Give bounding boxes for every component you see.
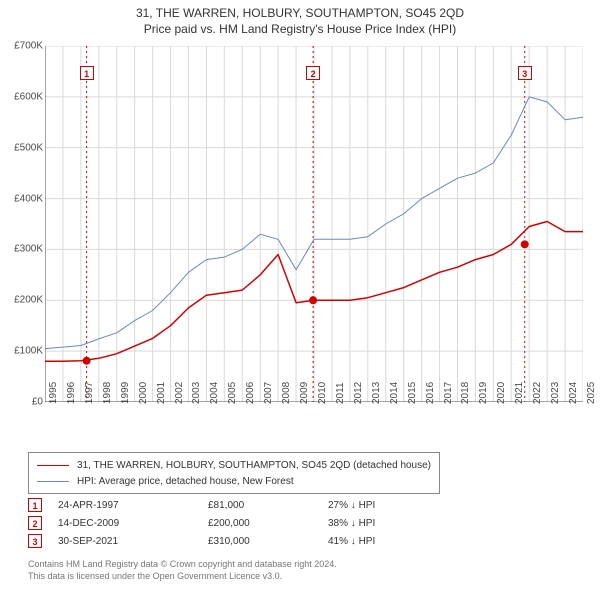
x-tick-label: 2002 (174, 382, 185, 404)
event-date: 14-DEC-2009 (58, 514, 208, 532)
chart: £0£100K£200K£300K£400K£500K£600K£700K199… (45, 46, 583, 402)
titles: 31, THE WARREN, HOLBURY, SOUTHAMPTON, SO… (0, 0, 600, 36)
y-tick-label: £500K (3, 142, 43, 153)
x-tick-label: 2009 (299, 382, 310, 404)
x-tick-label: 2012 (353, 382, 364, 404)
x-tick-label: 2016 (425, 382, 436, 404)
legend-label: HPI: Average price, detached house, New … (77, 476, 294, 487)
y-tick-label: £0 (3, 397, 43, 408)
event-delta: 38% ↓ HPI (328, 514, 448, 532)
x-tick-label: 1998 (102, 382, 113, 404)
y-tick-label: £200K (3, 295, 43, 306)
legend-item: HPI: Average price, detached house, New … (37, 473, 431, 489)
x-tick-label: 2010 (317, 382, 328, 404)
event-marker-label: 1 (80, 66, 94, 80)
event-delta: 27% ↓ HPI (328, 496, 448, 514)
x-tick-label: 2018 (460, 382, 471, 404)
x-tick-label: 2011 (335, 382, 346, 404)
event-badge: 3 (28, 534, 42, 548)
x-tick-label: 2024 (568, 382, 579, 404)
title-address: 31, THE WARREN, HOLBURY, SOUTHAMPTON, SO… (0, 6, 600, 20)
legend-swatch (37, 465, 69, 466)
x-tick-label: 2007 (263, 382, 274, 404)
y-tick-label: £300K (3, 244, 43, 255)
event-badge: 1 (28, 498, 42, 512)
x-tick-label: 2004 (209, 382, 220, 404)
x-tick-label: 2017 (443, 382, 454, 404)
page: 31, THE WARREN, HOLBURY, SOUTHAMPTON, SO… (0, 0, 600, 590)
event-price: £81,000 (208, 496, 328, 514)
x-tick-label: 2006 (245, 382, 256, 404)
x-tick-label: 2005 (227, 382, 238, 404)
x-tick-label: 2021 (514, 382, 525, 404)
legend-label: 31, THE WARREN, HOLBURY, SOUTHAMPTON, SO… (77, 460, 431, 471)
x-tick-label: 1995 (48, 382, 59, 404)
event-price: £310,000 (208, 532, 328, 550)
y-tick-label: £600K (3, 91, 43, 102)
x-tick-label: 2003 (191, 382, 202, 404)
x-tick-label: 2019 (478, 382, 489, 404)
x-tick-label: 1999 (120, 382, 131, 404)
event-row: 2 14-DEC-2009£200,00038% ↓ HPI (28, 514, 448, 532)
event-badge: 2 (28, 516, 42, 530)
legend: 31, THE WARREN, HOLBURY, SOUTHAMPTON, SO… (28, 452, 440, 494)
x-tick-label: 2000 (138, 382, 149, 404)
attribution: Contains HM Land Registry data © Crown c… (28, 558, 337, 582)
attribution-line-1: Contains HM Land Registry data © Crown c… (28, 558, 337, 570)
x-tick-label: 2020 (496, 382, 507, 404)
y-tick-label: £100K (3, 346, 43, 357)
x-tick-label: 2014 (389, 382, 400, 404)
chart-svg (45, 46, 583, 402)
legend-swatch (37, 481, 69, 482)
event-marker-label: 2 (306, 66, 320, 80)
x-tick-label: 2023 (550, 382, 561, 404)
event-price: £200,000 (208, 514, 328, 532)
title-caption: Price paid vs. HM Land Registry's House … (0, 22, 600, 36)
attribution-line-2: This data is licensed under the Open Gov… (28, 570, 337, 582)
event-marker-label: 3 (518, 66, 532, 80)
x-tick-label: 2008 (281, 382, 292, 404)
x-tick-label: 2013 (371, 382, 382, 404)
x-tick-label: 2001 (156, 382, 167, 404)
y-tick-label: £400K (3, 193, 43, 204)
event-row: 1 24-APR-1997£81,00027% ↓ HPI (28, 496, 448, 514)
events-table: 1 24-APR-1997£81,00027% ↓ HPI 2 14-DEC-2009… (28, 496, 448, 550)
x-tick-label: 2022 (532, 382, 543, 404)
x-tick-label: 1997 (84, 382, 95, 404)
event-row: 3 30-SEP-2021£310,00041% ↓ HPI (28, 532, 448, 550)
x-tick-label: 1996 (66, 382, 77, 404)
legend-item: 31, THE WARREN, HOLBURY, SOUTHAMPTON, SO… (37, 457, 431, 473)
event-date: 30-SEP-2021 (58, 532, 208, 550)
x-tick-label: 2015 (407, 382, 418, 404)
event-delta: 41% ↓ HPI (328, 532, 448, 550)
event-date: 24-APR-1997 (58, 496, 208, 514)
x-tick-label: 2025 (586, 382, 597, 404)
y-tick-label: £700K (3, 41, 43, 52)
